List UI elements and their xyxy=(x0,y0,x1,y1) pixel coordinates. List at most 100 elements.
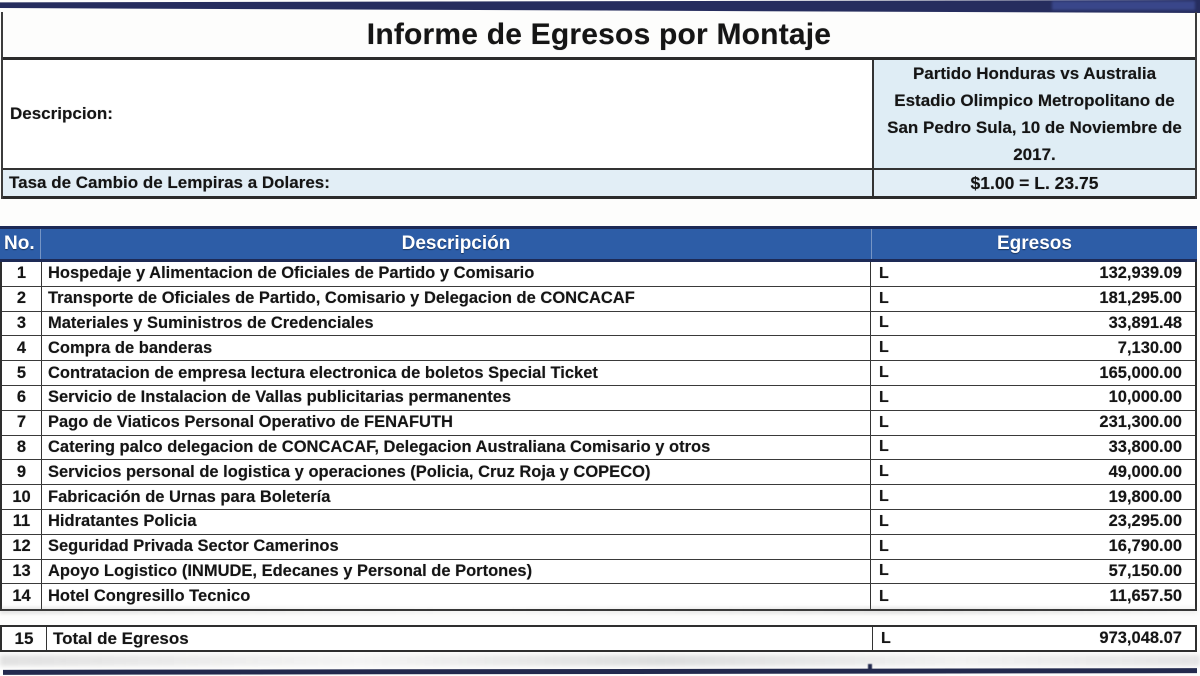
row-amount: 181,295.00 xyxy=(1099,289,1182,308)
row-egresos-cell: L 33,891.48 xyxy=(870,311,1195,336)
row-no: 11 xyxy=(2,509,42,534)
header-no: No. xyxy=(0,229,41,259)
row-description: Catering palco delegacion de CONCACAF, D… xyxy=(48,437,711,456)
row-egresos-cell: L 23,295.00 xyxy=(870,509,1195,534)
title-row: Informe de Egresos por Montaje xyxy=(3,12,1195,57)
row-currency: L xyxy=(879,413,889,431)
row-no: 8 xyxy=(2,435,42,460)
total-no: 15 xyxy=(2,627,47,650)
total-label: Total de Egresos xyxy=(53,628,189,648)
row-amount: 33,891.48 xyxy=(1108,313,1182,332)
row-amount: 16,790.00 xyxy=(1108,537,1182,556)
table-row: 2 Transporte de Oficiales de Partido, Co… xyxy=(2,286,1195,312)
total-amount: 973,048.07 xyxy=(1099,629,1182,647)
row-currency: L xyxy=(879,364,889,382)
header-description: Descripción xyxy=(41,229,872,259)
row-description: Pago de Viaticos Personal Operativo de F… xyxy=(48,413,453,432)
row-no: 6 xyxy=(2,385,42,410)
table-row: 12 Seguridad Privada Sector Camerinos L … xyxy=(2,534,1195,560)
row-description: Hotel Congresillo Tecnico xyxy=(48,587,251,606)
row-currency: L xyxy=(879,488,889,506)
row-amount: 11,657.50 xyxy=(1109,587,1183,606)
row-currency: L xyxy=(879,587,889,605)
row-currency: L xyxy=(879,264,889,282)
row-egresos-cell: L 19,800.00 xyxy=(870,485,1195,509)
row-no: 12 xyxy=(2,534,42,559)
row-currency: L xyxy=(879,463,889,481)
expense-table-header: No. Descripción Egresos xyxy=(0,226,1197,262)
row-egresos-cell: L 7,130.00 xyxy=(870,336,1195,361)
table-row: 7 Pago de Viaticos Personal Operativo de… xyxy=(2,410,1195,436)
row-currency: L xyxy=(879,537,889,555)
expense-table-body: 1 Hospedaje y Alimentacion de Oficiales … xyxy=(0,262,1197,612)
row-amount: 132,939.09 xyxy=(1099,264,1182,283)
row-currency: L xyxy=(879,339,889,357)
row-description: Fabricación de Urnas para Boletería xyxy=(48,487,331,506)
row-description: Servicios personal de logistica y operac… xyxy=(48,462,651,481)
scan-smudge-bottom xyxy=(0,655,1200,666)
table-row: 1 Hospedaje y Alimentacion de Oficiales … xyxy=(2,262,1195,287)
row-no: 13 xyxy=(2,559,42,584)
exchange-rate-label: Tasa de Cambio de Lempiras a Dolares: xyxy=(9,173,330,192)
row-no: 2 xyxy=(2,286,42,311)
table-row: 6 Servicio de Instalacion de Vallas publ… xyxy=(2,385,1195,411)
description-value: Partido Honduras vs Australia Estadio Ol… xyxy=(887,63,1182,165)
table-row: 8 Catering palco delegacion de CONCACAF,… xyxy=(2,435,1195,461)
row-no: 10 xyxy=(2,485,42,509)
row-description: Seguridad Privada Sector Camerinos xyxy=(48,537,339,556)
expense-table: No. Descripción Egresos 1 Hospedaje y Al… xyxy=(0,226,1197,612)
row-description: Apoyo Logistico (INMUDE, Edecanes y Pers… xyxy=(48,561,533,580)
table-row: 14 Hotel Congresillo Tecnico L 11,657.50 xyxy=(2,584,1195,610)
row-no: 4 xyxy=(2,336,42,361)
table-row: 13 Apoyo Logistico (INMUDE, Edecanes y P… xyxy=(2,559,1195,585)
table-row: 5 Contratacion de empresa lectura electr… xyxy=(2,361,1195,386)
row-egresos-cell: L 10,000.00 xyxy=(870,385,1195,410)
row-no: 1 xyxy=(2,262,42,286)
row-no: 3 xyxy=(2,311,42,336)
row-no: 7 xyxy=(2,410,42,435)
scan-bottom-tick xyxy=(868,664,872,671)
report-info-table: Descripcion: Partido Honduras vs Austral… xyxy=(3,57,1195,199)
row-currency: L xyxy=(879,314,889,332)
row-description: Hidratantes Policia xyxy=(48,512,197,531)
table-row: 9 Servicios personal de logistica y oper… xyxy=(2,460,1195,486)
row-egresos-cell: L 33,800.00 xyxy=(870,435,1195,460)
row-description: Transporte de Oficiales de Partido, Comi… xyxy=(48,289,635,308)
row-no: 14 xyxy=(2,584,42,610)
row-description: Compra de banderas xyxy=(48,338,213,357)
row-currency: L xyxy=(879,562,889,580)
row-egresos-cell: L 57,150.00 xyxy=(870,559,1195,584)
row-egresos-cell: L 181,295.00 xyxy=(870,286,1195,311)
row-egresos-cell: L 165,000.00 xyxy=(870,361,1195,385)
row-no: 5 xyxy=(2,361,42,385)
row-currency: L xyxy=(879,438,889,456)
report-header-section: Informe de Egresos por Montaje Descripci… xyxy=(1,12,1197,199)
row-egresos-cell: L 49,000.00 xyxy=(870,460,1195,485)
row-amount: 7,130.00 xyxy=(1117,338,1182,357)
row-amount: 23,295.00 xyxy=(1108,512,1182,531)
table-row: 10 Fabricación de Urnas para Boletería L… xyxy=(2,485,1195,510)
row-amount: 231,300.00 xyxy=(1099,413,1182,432)
row-description: Contratacion de empresa lectura electron… xyxy=(48,363,598,382)
row-egresos-cell: L 11,657.50 xyxy=(870,584,1195,610)
total-currency: L xyxy=(881,629,891,647)
total-egresos-cell: L 973,048.07 xyxy=(872,627,1195,650)
total-row: 15 Total de Egresos L 973,048.07 xyxy=(0,625,1197,652)
row-description: Servicio de Instalacion de Vallas public… xyxy=(48,388,512,407)
row-description: Hospedaje y Alimentacion de Oficiales de… xyxy=(48,264,535,283)
exchange-rate-row: Tasa de Cambio de Lempiras a Dolares: $1… xyxy=(3,168,1195,196)
row-currency: L xyxy=(879,388,889,406)
row-amount: 49,000.00 xyxy=(1108,462,1182,481)
description-label: Descripcion: xyxy=(10,104,113,123)
header-egresos: Egresos xyxy=(997,233,1072,254)
table-row: 3 Materiales y Suministros de Credencial… xyxy=(2,311,1195,337)
page-title: Informe de Egresos por Montaje xyxy=(366,17,832,51)
row-amount: 165,000.00 xyxy=(1099,363,1182,382)
scan-smudge xyxy=(0,607,1197,614)
table-row: 4 Compra de banderas L 7,130.00 xyxy=(2,336,1195,362)
scan-bottom-line xyxy=(2,668,1198,675)
row-amount: 19,800.00 xyxy=(1108,487,1182,506)
row-amount: 33,800.00 xyxy=(1108,437,1182,456)
row-amount: 57,150.00 xyxy=(1108,561,1182,580)
